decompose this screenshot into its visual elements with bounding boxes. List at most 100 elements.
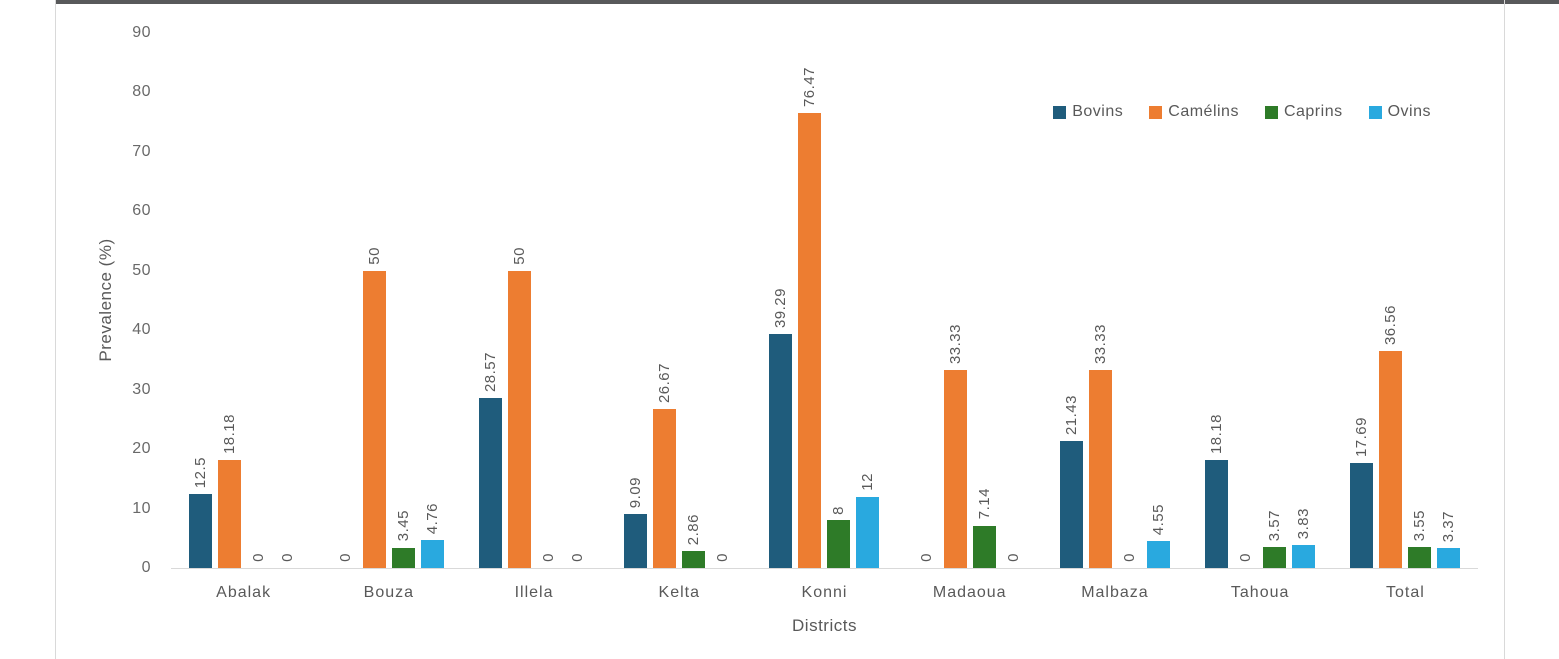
bar-camélins [1379, 350, 1403, 568]
legend-swatch-icon [1368, 105, 1382, 119]
bar-slot: 21.43 [1059, 394, 1083, 568]
data-label: 3.83 [1295, 508, 1313, 540]
bar-slot: 33.33 [1088, 324, 1112, 568]
data-label: 18.18 [1208, 413, 1226, 454]
bar-bovins [1059, 440, 1083, 568]
y-tick-label: 40 [132, 321, 151, 339]
legend-swatch-icon [1264, 105, 1278, 119]
bar-slot: 0 [566, 553, 589, 568]
x-tick-label-abalak: Abalak [216, 584, 272, 601]
bar-bovins [769, 334, 793, 568]
x-tick-label-illela: Illela [514, 584, 554, 601]
legend-label: Caprins [1283, 103, 1343, 120]
bar-slot: 0 [1118, 553, 1141, 568]
data-label: 3.37 [1440, 510, 1458, 542]
data-label: 28.57 [482, 352, 500, 393]
data-label: 17.69 [1353, 416, 1371, 457]
y-tick-label: 50 [132, 261, 151, 279]
data-label: 4.76 [423, 502, 441, 534]
bar-group-bouza: 0 50 3.45 4.76 [316, 33, 461, 568]
bar-slot: 33.33 [943, 324, 967, 568]
data-label: 2.86 [685, 513, 703, 545]
bar-slot: 28.57 [479, 352, 503, 568]
data-label: 0 [249, 553, 267, 562]
bar-caprins [1408, 546, 1432, 568]
data-label: 0 [336, 553, 354, 562]
bar-slot: 0 [334, 553, 357, 568]
bar-slot: 3.45 [391, 510, 415, 568]
bar-camélins [508, 270, 532, 568]
chart-frame: Prevalence (%) 0 10 20 30 40 50 60 70 80 90 12.5 1… [55, 0, 1505, 659]
bar-ovins [1292, 545, 1316, 568]
legend-item-bovins: Bovins [1053, 103, 1123, 121]
bar-ovins [856, 496, 880, 568]
legend: Bovins Camélins Caprins Ovins [1053, 103, 1431, 121]
bar-camélins [943, 369, 967, 568]
bar-group-konni: 39.29 76.47 8 12 [752, 33, 897, 568]
y-tick-label: 80 [132, 83, 151, 101]
bar-slot: 2.86 [682, 513, 706, 568]
data-label: 0 [917, 553, 935, 562]
data-label: 0 [569, 553, 587, 562]
bar-caprins [1263, 546, 1287, 568]
data-label: 12 [859, 472, 877, 491]
x-tick-label-malbaza: Malbaza [1081, 584, 1149, 601]
bar-ovins [1437, 547, 1461, 568]
data-label: 3.57 [1266, 509, 1284, 541]
bar-bovins [1205, 459, 1229, 568]
data-label: 8 [830, 505, 848, 515]
bar-slot: 0 [1234, 553, 1257, 568]
bar-group-madaoua: 0 33.33 7.14 0 [897, 33, 1042, 568]
data-label: 50 [511, 247, 529, 265]
bar-slot: 36.56 [1379, 304, 1403, 568]
x-tick-label-kelta: Kelta [658, 584, 700, 601]
bar-slot: 50 [362, 247, 386, 568]
bar-bovins [1350, 462, 1374, 568]
data-label: 3.45 [394, 510, 412, 542]
bar-slot: 3.57 [1263, 509, 1287, 568]
bar-bovins [188, 493, 212, 568]
legend-item-camélins: Camélins [1149, 103, 1239, 121]
data-label: 21.43 [1062, 394, 1080, 435]
data-label: 0 [540, 553, 558, 562]
bar-ovins [420, 539, 444, 568]
bar-caprins [972, 525, 996, 568]
data-label: 26.67 [656, 363, 674, 404]
bar-caprins [827, 520, 851, 568]
bar-group-total: 17.69 36.56 3.55 3.37 [1333, 33, 1478, 568]
bar-slot: 0 [1002, 553, 1025, 568]
bar-camélins [653, 409, 677, 568]
data-label: 0 [278, 553, 296, 562]
legend-label: Camélins [1168, 103, 1239, 120]
bar-group-tahoua: 18.18 0 3.57 3.83 [1188, 33, 1333, 568]
y-tick-label: 90 [132, 24, 151, 41]
bar-camélins [1088, 369, 1112, 568]
bar-camélins [217, 459, 241, 568]
bar-group-illela: 28.57 50 0 0 [461, 33, 606, 568]
bar-camélins [798, 113, 822, 568]
bar-slot: 18.18 [217, 414, 241, 568]
data-label: 39.29 [772, 288, 790, 329]
bar-slot: 76.47 [798, 67, 822, 568]
y-tick-label: 70 [132, 142, 151, 160]
plot-area: 12.5 18.18 0 0 0 50 3.45 4.76 28.57 50 0 0 9.09 26.67… [171, 33, 1478, 569]
legend-swatch-icon [1053, 105, 1067, 119]
bar-slot: 3.83 [1292, 508, 1316, 568]
bar-slot: 12 [856, 472, 880, 568]
legend-label: Ovins [1387, 103, 1431, 120]
bar-slot: 0 [915, 553, 938, 568]
data-label: 9.09 [627, 476, 645, 508]
bar-slot: 17.69 [1350, 416, 1374, 568]
y-tick-label: 30 [132, 380, 151, 398]
bar-bovins [479, 398, 503, 568]
bar-group-abalak: 12.5 18.18 0 0 [171, 33, 316, 568]
y-tick-label: 0 [141, 559, 151, 576]
legend-item-ovins: Ovins [1368, 103, 1431, 121]
data-label: 0 [1004, 553, 1022, 562]
x-tick-label-madaoua: Madaoua [932, 584, 1007, 601]
y-tick-label: 20 [132, 440, 151, 458]
bar-ovins [1146, 540, 1170, 568]
data-label: 36.56 [1382, 304, 1400, 345]
bar-group-malbaza: 21.43 33.33 0 4.55 [1042, 33, 1187, 568]
